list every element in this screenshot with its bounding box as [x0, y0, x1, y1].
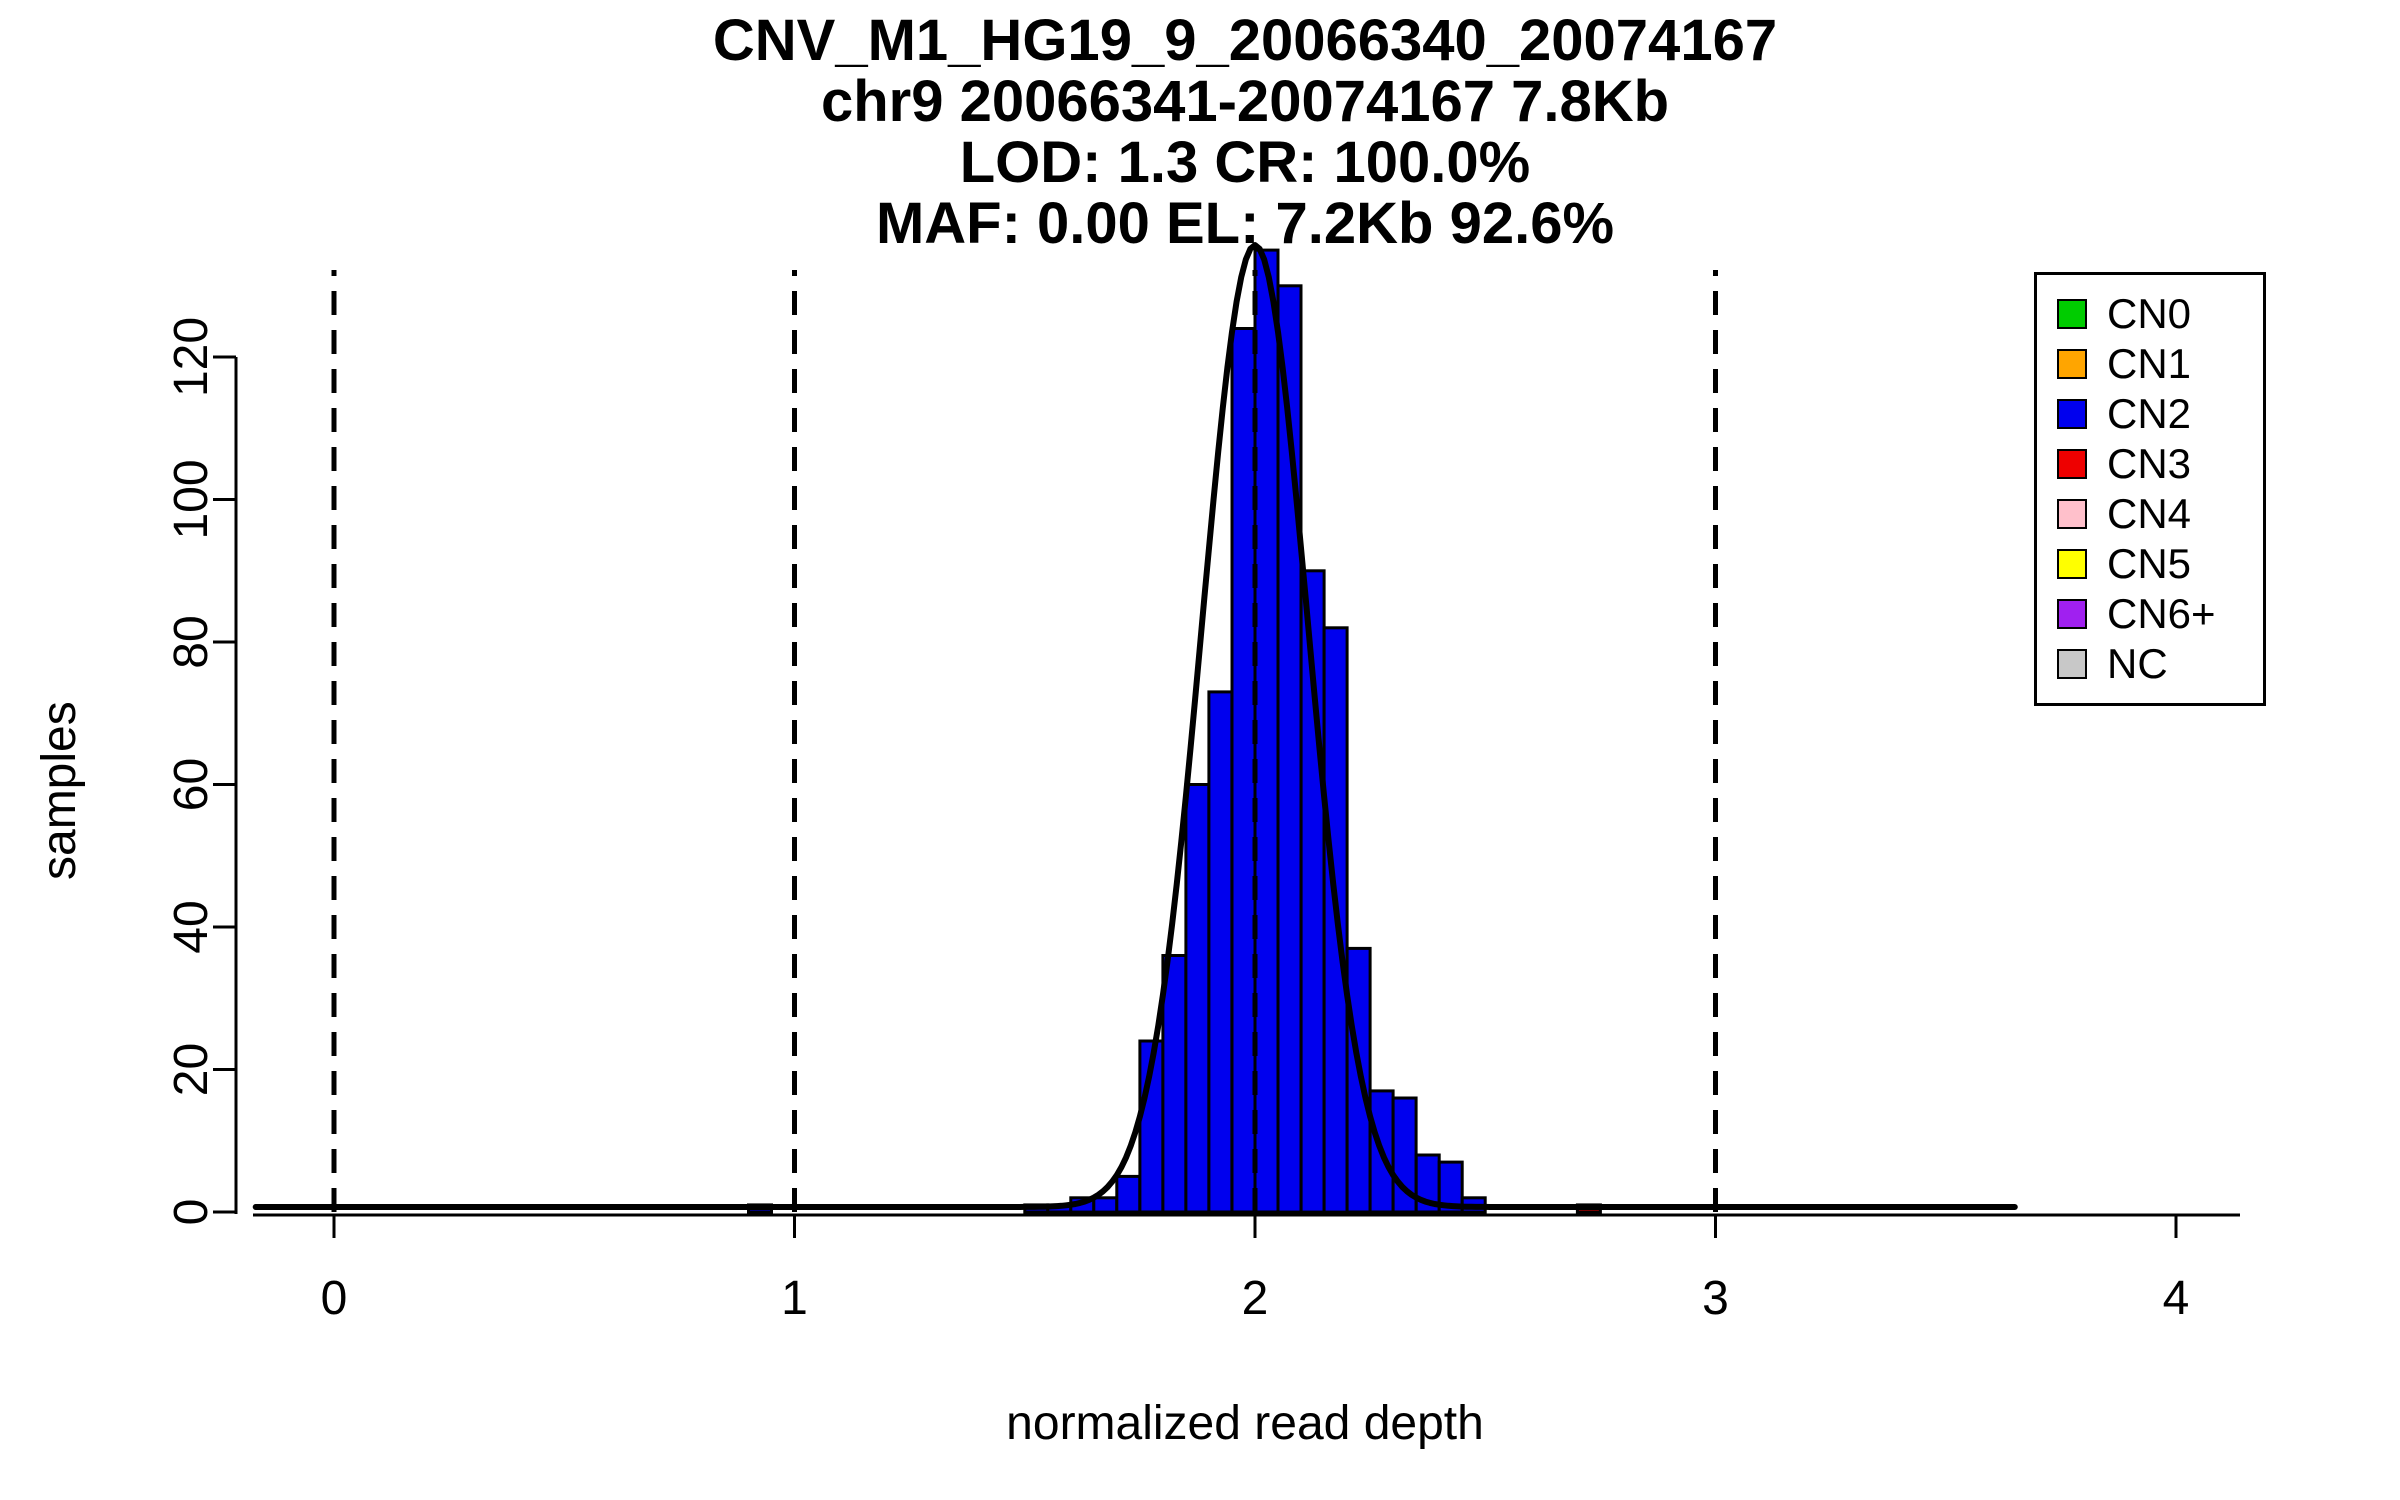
legend-box: CN0 CN1 CN2 CN3 CN4 CN5 CN6+ NC	[2034, 272, 2266, 706]
legend-label: CN5	[2107, 540, 2192, 587]
legend-label: CN6+	[2107, 590, 2216, 637]
y-tick-label: 80	[165, 615, 218, 668]
nc-swatch-icon	[2057, 649, 2087, 679]
legend-label: CN1	[2107, 340, 2192, 387]
histogram-bar-cn2	[1207, 690, 1234, 1214]
legend-item-cn3: CN3	[2057, 439, 2253, 489]
legend-item-cn2: CN2	[2057, 389, 2253, 439]
cn2-swatch-icon	[2057, 399, 2087, 429]
x-tick-label: 1	[781, 1272, 808, 1325]
cn4-swatch-icon	[2057, 499, 2087, 529]
legend-item-cn4: CN4	[2057, 489, 2253, 539]
y-tick-label: 0	[165, 1199, 218, 1226]
x-tick-label: 3	[1702, 1272, 1729, 1325]
histogram-bar-cn2	[1437, 1160, 1464, 1214]
cn5-swatch-icon	[2057, 549, 2087, 579]
histogram-bar-cn2	[1230, 327, 1257, 1214]
histogram-bar-cn2	[1253, 248, 1280, 1214]
y-tick-label: 40	[165, 900, 218, 953]
chart-title-line-3: LOD: 1.3 CR: 100.0%	[959, 130, 1531, 195]
histogram-bar-cn2	[1161, 954, 1188, 1214]
chart-title-line-4: MAF: 0.00 EL: 7.2Kb 92.6%	[875, 191, 1615, 256]
chart-title-line-1: CNV_M1_HG19_9_20066340_20074167	[712, 8, 1778, 73]
y-tick-label: 100	[165, 459, 218, 539]
legend-label: CN4	[2107, 490, 2192, 537]
cn6plus-swatch-icon	[2057, 599, 2087, 629]
chart-title-line-2: chr9 20066341-20074167 7.8Kb	[820, 69, 1670, 134]
legend-label: CN2	[2107, 390, 2192, 437]
y-tick-label: 20	[165, 1043, 218, 1096]
histogram-bar-cn2	[1115, 1174, 1142, 1214]
legend-item-cn6plus: CN6+	[2057, 589, 2253, 639]
legend-item-cn0: CN0	[2057, 289, 2253, 339]
x-tick-label: 4	[2163, 1272, 2190, 1325]
legend-item-nc: NC	[2057, 639, 2253, 689]
x-tick-label: 2	[1242, 1272, 1269, 1325]
legend-item-cn1: CN1	[2057, 339, 2253, 389]
cn0-swatch-icon	[2057, 299, 2087, 329]
histogram-bar-cn2	[1184, 783, 1211, 1214]
x-axis-label: normalized read depth	[1006, 1397, 1484, 1450]
y-axis-label: samples	[33, 701, 86, 880]
legend-label: CN3	[2107, 440, 2192, 487]
cn3-swatch-icon	[2057, 449, 2087, 479]
legend-label: CN0	[2107, 290, 2192, 337]
histogram-bar-cn2	[1092, 1196, 1119, 1214]
fit-curve	[252, 242, 2018, 1210]
y-tick-label: 120	[165, 317, 218, 397]
legend-item-cn5: CN5	[2057, 539, 2253, 589]
cn1-swatch-icon	[2057, 349, 2087, 379]
chart-title-block: CNV_M1_HG19_9_20066340_20074167 chr9 200…	[250, 10, 2240, 254]
x-tick-label: 0	[321, 1272, 348, 1325]
legend-label: NC	[2107, 640, 2168, 687]
y-tick-label: 60	[165, 758, 218, 811]
